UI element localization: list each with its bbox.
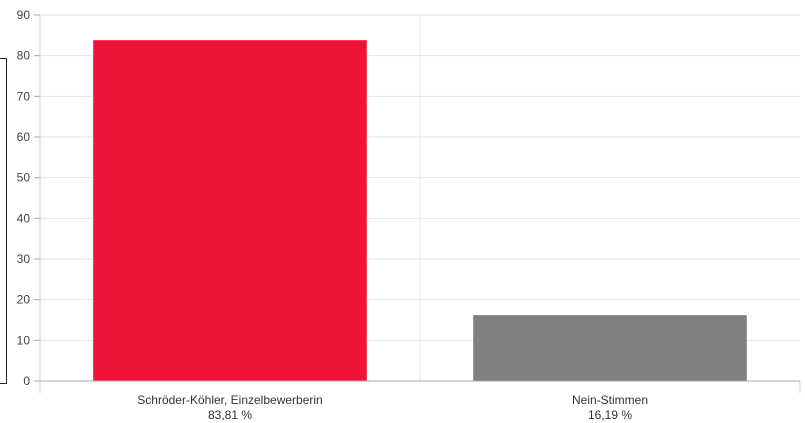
y-tick-label: 10 (17, 333, 31, 347)
y-tick-label: 70 (17, 89, 31, 103)
x-category-label: Nein-Stimmen (572, 393, 648, 407)
y-tick-label: 0 (23, 374, 30, 388)
axes (34, 14, 801, 393)
bars (93, 40, 747, 381)
y-tick-label: 20 (17, 293, 31, 307)
y-tick-labels: 0 10 20 30 40 50 60 70 80 90 (17, 8, 31, 388)
bar[interactable] (93, 40, 367, 381)
x-category-percent: 83,81 % (208, 408, 252, 422)
y-tick-label: 90 (17, 8, 31, 22)
y-tick-label: 60 (17, 130, 31, 144)
y-tick-label: 30 (17, 252, 31, 266)
y-tick-label: 80 (17, 49, 31, 63)
y-tick-label: 50 (17, 171, 31, 185)
left-frame (0, 58, 7, 384)
x-category-label: Schröder-Köhler, Einzelbewerberin (137, 393, 322, 407)
x-category-percent: 16,19 % (588, 408, 632, 422)
y-tick-label: 40 (17, 211, 31, 225)
bar[interactable] (473, 315, 747, 381)
